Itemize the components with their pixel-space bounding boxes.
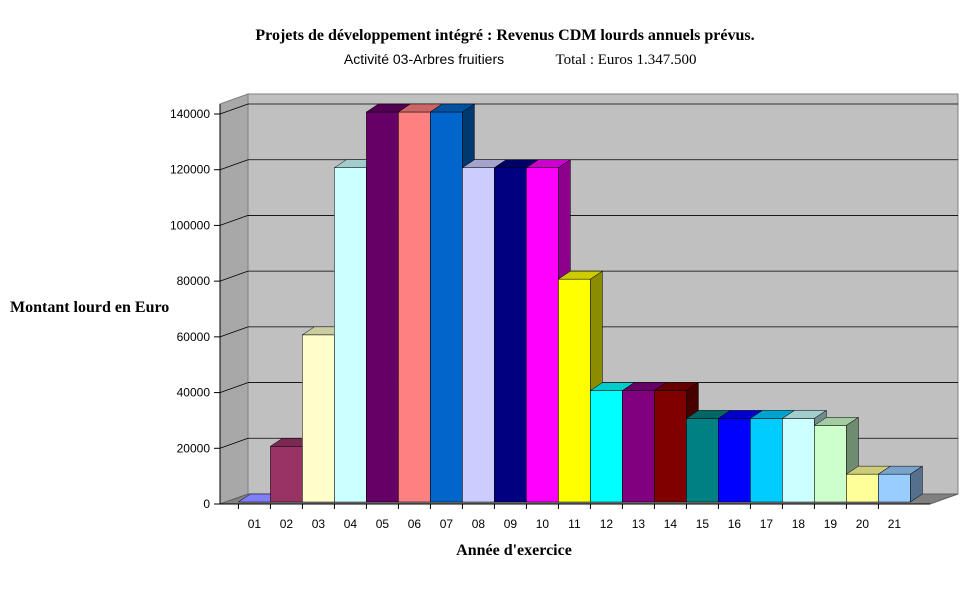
chart-title: Projets de développement intégré : Reven… — [255, 27, 754, 44]
y-axis-label: Montant lourd en Euro — [10, 299, 169, 316]
gridline-side — [219, 159, 249, 171]
bar-front — [302, 334, 335, 503]
x-tick-label: 03 — [312, 517, 326, 531]
gridline-side — [219, 382, 249, 393]
side-wall — [219, 93, 249, 505]
x-tick-label: 02 — [280, 517, 294, 531]
bar-front — [494, 167, 527, 503]
x-tick-label: 06 — [408, 517, 422, 531]
x-tick-label: 10 — [536, 517, 550, 531]
chart-subtitle-activity: Activité 03-Arbres fruitiers — [344, 51, 504, 67]
bar-front — [366, 111, 399, 503]
x-tick-label: 11 — [568, 517, 581, 531]
bar-front — [654, 390, 687, 503]
x-tick-label: 18 — [792, 517, 806, 531]
y-ticks-group: 0 20000 40000 60000 80000 100000 120000 140000 — [170, 104, 221, 511]
y-tick-label: 60000 — [177, 330, 211, 344]
gridline-side — [219, 103, 249, 115]
y-tick-label: 20000 — [177, 441, 211, 455]
x-tick-label: 12 — [600, 517, 614, 531]
bar-front — [814, 425, 847, 503]
y-tick-label: 140000 — [170, 107, 210, 121]
bar-front — [782, 418, 815, 503]
chart-subtitle-total: Total : Euros 1.347.500 — [555, 52, 696, 68]
bar-front — [846, 473, 879, 503]
x-tick-label: 05 — [376, 517, 390, 531]
x-ticks-group: 01 02 03 04 05 06 07 08 09 10 11 12 13 14 15 16 17 18 19 20… — [220, 503, 930, 531]
x-tick-label: 13 — [632, 517, 646, 531]
bar-front — [750, 418, 783, 503]
bar-11 — [557, 270, 604, 503]
bar-front — [526, 167, 559, 503]
bar-front — [686, 418, 719, 503]
gridline-side — [219, 326, 249, 338]
bar-front — [462, 167, 495, 503]
bar-front — [558, 278, 591, 503]
x-tick-label: 07 — [440, 517, 454, 531]
bar-front — [590, 390, 623, 503]
bar-side — [910, 465, 923, 503]
bar-front — [270, 446, 303, 503]
bar-front — [334, 167, 367, 503]
x-tick-label: 17 — [760, 517, 774, 531]
gridline-side — [219, 437, 249, 449]
x-tick-label: 01 — [248, 517, 262, 531]
bar-front — [398, 111, 431, 503]
x-axis-label: Année d'exercice — [456, 542, 572, 559]
gridline-side — [219, 270, 249, 282]
x-tick-label: 21 — [888, 517, 902, 531]
bar-front — [430, 111, 463, 503]
x-tick-label: 20 — [856, 517, 870, 531]
gridline-side — [219, 215, 249, 226]
x-tick-label: 15 — [696, 517, 710, 531]
bar-front — [878, 473, 911, 503]
y-tick-label: 100000 — [170, 218, 210, 232]
y-tick-label: 40000 — [177, 386, 211, 400]
bar-21 — [877, 465, 924, 503]
y-tick-label: 120000 — [170, 163, 210, 177]
x-tick-label: 14 — [664, 517, 678, 531]
x-tick-label: 04 — [344, 517, 358, 531]
bars-group — [237, 103, 924, 503]
x-tick-label: 09 — [504, 517, 518, 531]
x-tick-label: 16 — [728, 517, 742, 531]
y-tick-label: 0 — [203, 497, 210, 511]
x-tick-label: 19 — [824, 517, 838, 531]
bar-front — [718, 418, 751, 503]
bar-front — [622, 390, 655, 503]
y-tick-label: 80000 — [177, 274, 211, 288]
x-tick-label: 08 — [472, 517, 486, 531]
